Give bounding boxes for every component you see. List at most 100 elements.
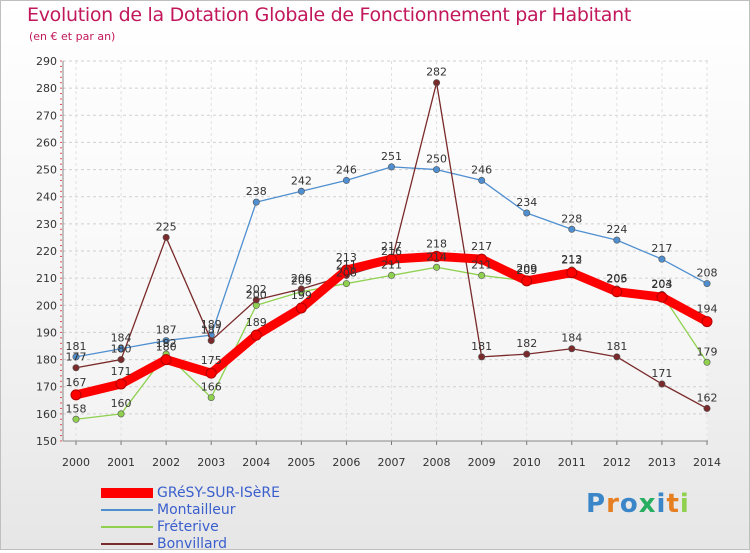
y-minor-tick <box>60 304 62 306</box>
data-label: 171 <box>651 367 672 380</box>
data-point <box>703 280 711 288</box>
y-minor-tick <box>60 217 62 219</box>
data-point <box>433 79 441 87</box>
y-tick-label: 250 <box>36 164 57 177</box>
y-minor-tick <box>60 136 62 138</box>
x-tick-label: 2000 <box>62 456 90 469</box>
y-minor-tick <box>60 212 62 214</box>
y-minor-tick <box>60 391 62 393</box>
data-point <box>160 354 172 366</box>
y-minor-tick <box>60 375 62 377</box>
data-point <box>342 176 350 184</box>
data-label: 218 <box>426 237 447 250</box>
legend-swatch <box>101 509 153 511</box>
y-minor-tick <box>60 293 62 295</box>
data-point <box>387 163 395 171</box>
y-minor-tick <box>60 364 62 366</box>
data-point <box>433 263 441 271</box>
y-minor-tick <box>60 109 62 111</box>
y-tick-label: 180 <box>36 354 57 367</box>
y-tick-label: 230 <box>36 218 57 231</box>
x-tick-label: 2010 <box>513 456 541 469</box>
data-label: 208 <box>336 267 357 280</box>
brand-letter: o <box>619 489 639 519</box>
y-minor-tick <box>60 326 62 328</box>
data-point <box>658 255 666 263</box>
data-point <box>568 225 576 233</box>
y-minor-tick <box>60 60 62 62</box>
data-label: 250 <box>426 153 447 166</box>
data-label: 234 <box>516 196 537 209</box>
y-minor-tick <box>60 348 62 350</box>
y-tick-label: 190 <box>36 326 57 339</box>
data-label: 213 <box>336 251 357 264</box>
data-point <box>72 353 80 361</box>
data-label: 209 <box>516 262 537 275</box>
x-tick-label: 2001 <box>107 456 135 469</box>
data-point <box>70 389 82 401</box>
data-point <box>478 353 486 361</box>
y-minor-tick <box>60 131 62 133</box>
data-label: 171 <box>111 365 132 378</box>
y-minor-tick <box>60 163 62 165</box>
data-label: 203 <box>651 278 672 291</box>
data-point <box>703 404 711 412</box>
y-minor-tick <box>60 207 62 209</box>
data-point <box>117 410 125 418</box>
series-montailleur <box>72 163 711 361</box>
legend-swatch <box>101 488 153 498</box>
data-label: 199 <box>291 289 312 302</box>
y-minor-tick <box>60 418 62 420</box>
y-minor-tick <box>60 299 62 301</box>
data-point <box>250 329 262 341</box>
y-minor-tick <box>60 228 62 230</box>
data-point <box>386 253 397 265</box>
y-minor-tick <box>60 98 62 100</box>
data-label: 217 <box>381 240 402 253</box>
data-point <box>115 378 127 390</box>
brand-letter: r <box>606 489 620 519</box>
legend-item: Montailleur <box>101 502 401 519</box>
data-label: 189 <box>246 316 267 329</box>
data-point <box>613 236 621 244</box>
data-label: 181 <box>66 340 87 353</box>
x-tick-label: 2012 <box>603 456 631 469</box>
data-label: 189 <box>201 318 222 331</box>
y-minor-tick <box>60 353 62 355</box>
x-tick-label: 2008 <box>423 456 451 469</box>
data-label: 184 <box>561 332 582 345</box>
x-tick-label: 2014 <box>693 456 721 469</box>
data-label: 251 <box>381 150 402 163</box>
data-label: 211 <box>471 258 492 271</box>
y-tick-label: 210 <box>36 272 57 285</box>
data-point <box>297 285 305 293</box>
x-tick-label: 2006 <box>332 456 360 469</box>
data-point <box>523 209 531 217</box>
series-gr-sy-sur-is-re <box>70 250 713 401</box>
data-label: 211 <box>381 258 402 271</box>
y-minor-tick <box>60 245 62 247</box>
brand-letter: P <box>586 489 607 519</box>
data-label: 224 <box>606 223 627 236</box>
data-label: 212 <box>561 254 582 267</box>
data-label: 200 <box>246 288 267 301</box>
data-point <box>658 380 666 388</box>
x-tick-label: 2007 <box>378 456 406 469</box>
data-point <box>568 345 576 353</box>
y-minor-tick <box>60 114 62 116</box>
data-label: 187 <box>201 324 222 337</box>
y-minor-tick <box>60 196 62 198</box>
data-point <box>566 267 578 279</box>
data-label: 209 <box>516 264 537 277</box>
y-minor-tick <box>60 201 62 203</box>
y-minor-tick <box>60 272 62 274</box>
data-label: 246 <box>336 163 357 176</box>
data-point <box>207 394 215 402</box>
y-minor-tick <box>60 331 62 333</box>
grid-layer <box>63 60 708 442</box>
y-tick-label: 260 <box>36 136 57 149</box>
data-point <box>431 250 443 262</box>
data-label: 205 <box>291 275 312 288</box>
axis-layer: 150 160 170 180 190 200 210 220 230 240 250 260 270 2… <box>36 55 721 469</box>
y-minor-tick <box>60 87 62 89</box>
